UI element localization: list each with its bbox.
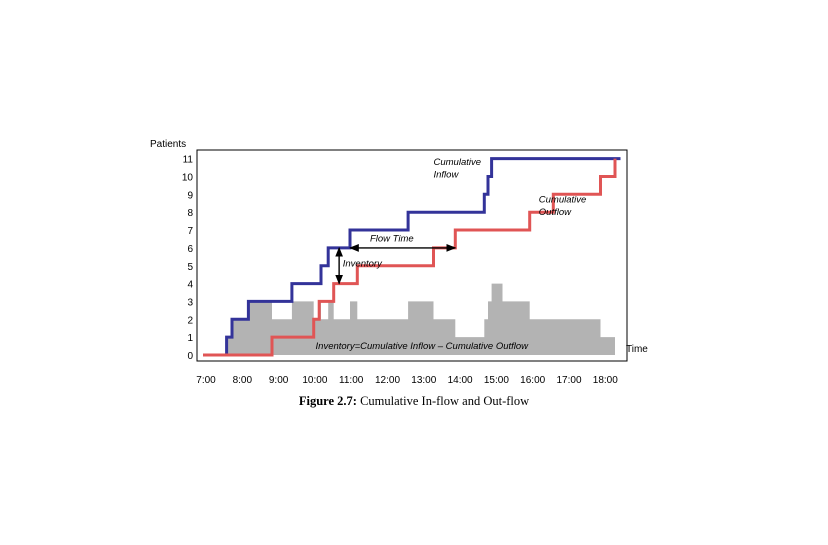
y-tick-label: 5 xyxy=(187,262,193,273)
x-tick-label: 8:00 xyxy=(233,375,253,386)
y-tick-label: 3 xyxy=(187,297,193,308)
annotation-label: Inventory=Cumulative Inflow – Cumulative… xyxy=(316,341,530,352)
inventory-layer xyxy=(226,283,615,355)
x-tick-labels: 7:00 8:00 9:00 10:00 11:00 12:00 13:00 14:00 15:… xyxy=(196,375,618,386)
y-tick-label: 1 xyxy=(187,333,193,344)
annotation-label: Outflow xyxy=(539,207,572,218)
y-tick-label: 6 xyxy=(187,244,193,255)
inventory-area xyxy=(226,283,615,355)
x-tick-label: 9:00 xyxy=(269,375,289,386)
y-axis-title: Patients xyxy=(150,139,186,150)
annotation-label: Flow Time xyxy=(370,234,414,245)
y-tick-label: 7 xyxy=(187,226,193,237)
caption-label: Figure 2.7: xyxy=(298,394,357,408)
x-tick-label: 18:00 xyxy=(593,375,618,386)
plot-frame xyxy=(196,149,628,362)
x-tick-label: 10:00 xyxy=(302,375,327,386)
annotation-label: Cumulative xyxy=(539,194,587,205)
figure-caption: Figure 2.7: Cumulative In-flow and Out-f… xyxy=(0,394,828,409)
annotation-label: Inventory xyxy=(343,259,383,270)
y-tick-labels: 0 1 2 3 4 5 6 7 8 9 10 11 xyxy=(182,155,194,362)
x-tick-label: 16:00 xyxy=(520,375,545,386)
x-tick-label: 15:00 xyxy=(484,375,509,386)
x-axis-title: Time xyxy=(626,344,648,355)
caption-text: Cumulative In-flow and Out-flow xyxy=(356,394,530,408)
cumulative-outflow-line xyxy=(203,158,617,357)
x-tick-label: 11:00 xyxy=(339,375,364,386)
annotation-label: Cumulative xyxy=(434,157,482,168)
x-tick-label: 7:00 xyxy=(196,375,216,386)
annotation-label: Inflow xyxy=(434,169,460,180)
x-tick-label: 13:00 xyxy=(411,375,436,386)
arrow-layer xyxy=(335,243,457,285)
y-tick-label: 0 xyxy=(187,351,193,362)
x-tick-label: 14:00 xyxy=(448,375,473,386)
x-tick-label: 12:00 xyxy=(375,375,400,386)
cumulative-inflow-line xyxy=(203,157,621,357)
y-tick-label: 4 xyxy=(187,280,193,291)
y-tick-label: 11 xyxy=(183,155,194,166)
y-tick-label: 10 xyxy=(182,173,194,184)
x-tick-label: 17:00 xyxy=(556,375,581,386)
series-layer xyxy=(203,157,621,357)
y-tick-label: 9 xyxy=(187,190,193,201)
y-tick-label: 8 xyxy=(187,208,193,219)
y-tick-label: 2 xyxy=(187,315,193,326)
